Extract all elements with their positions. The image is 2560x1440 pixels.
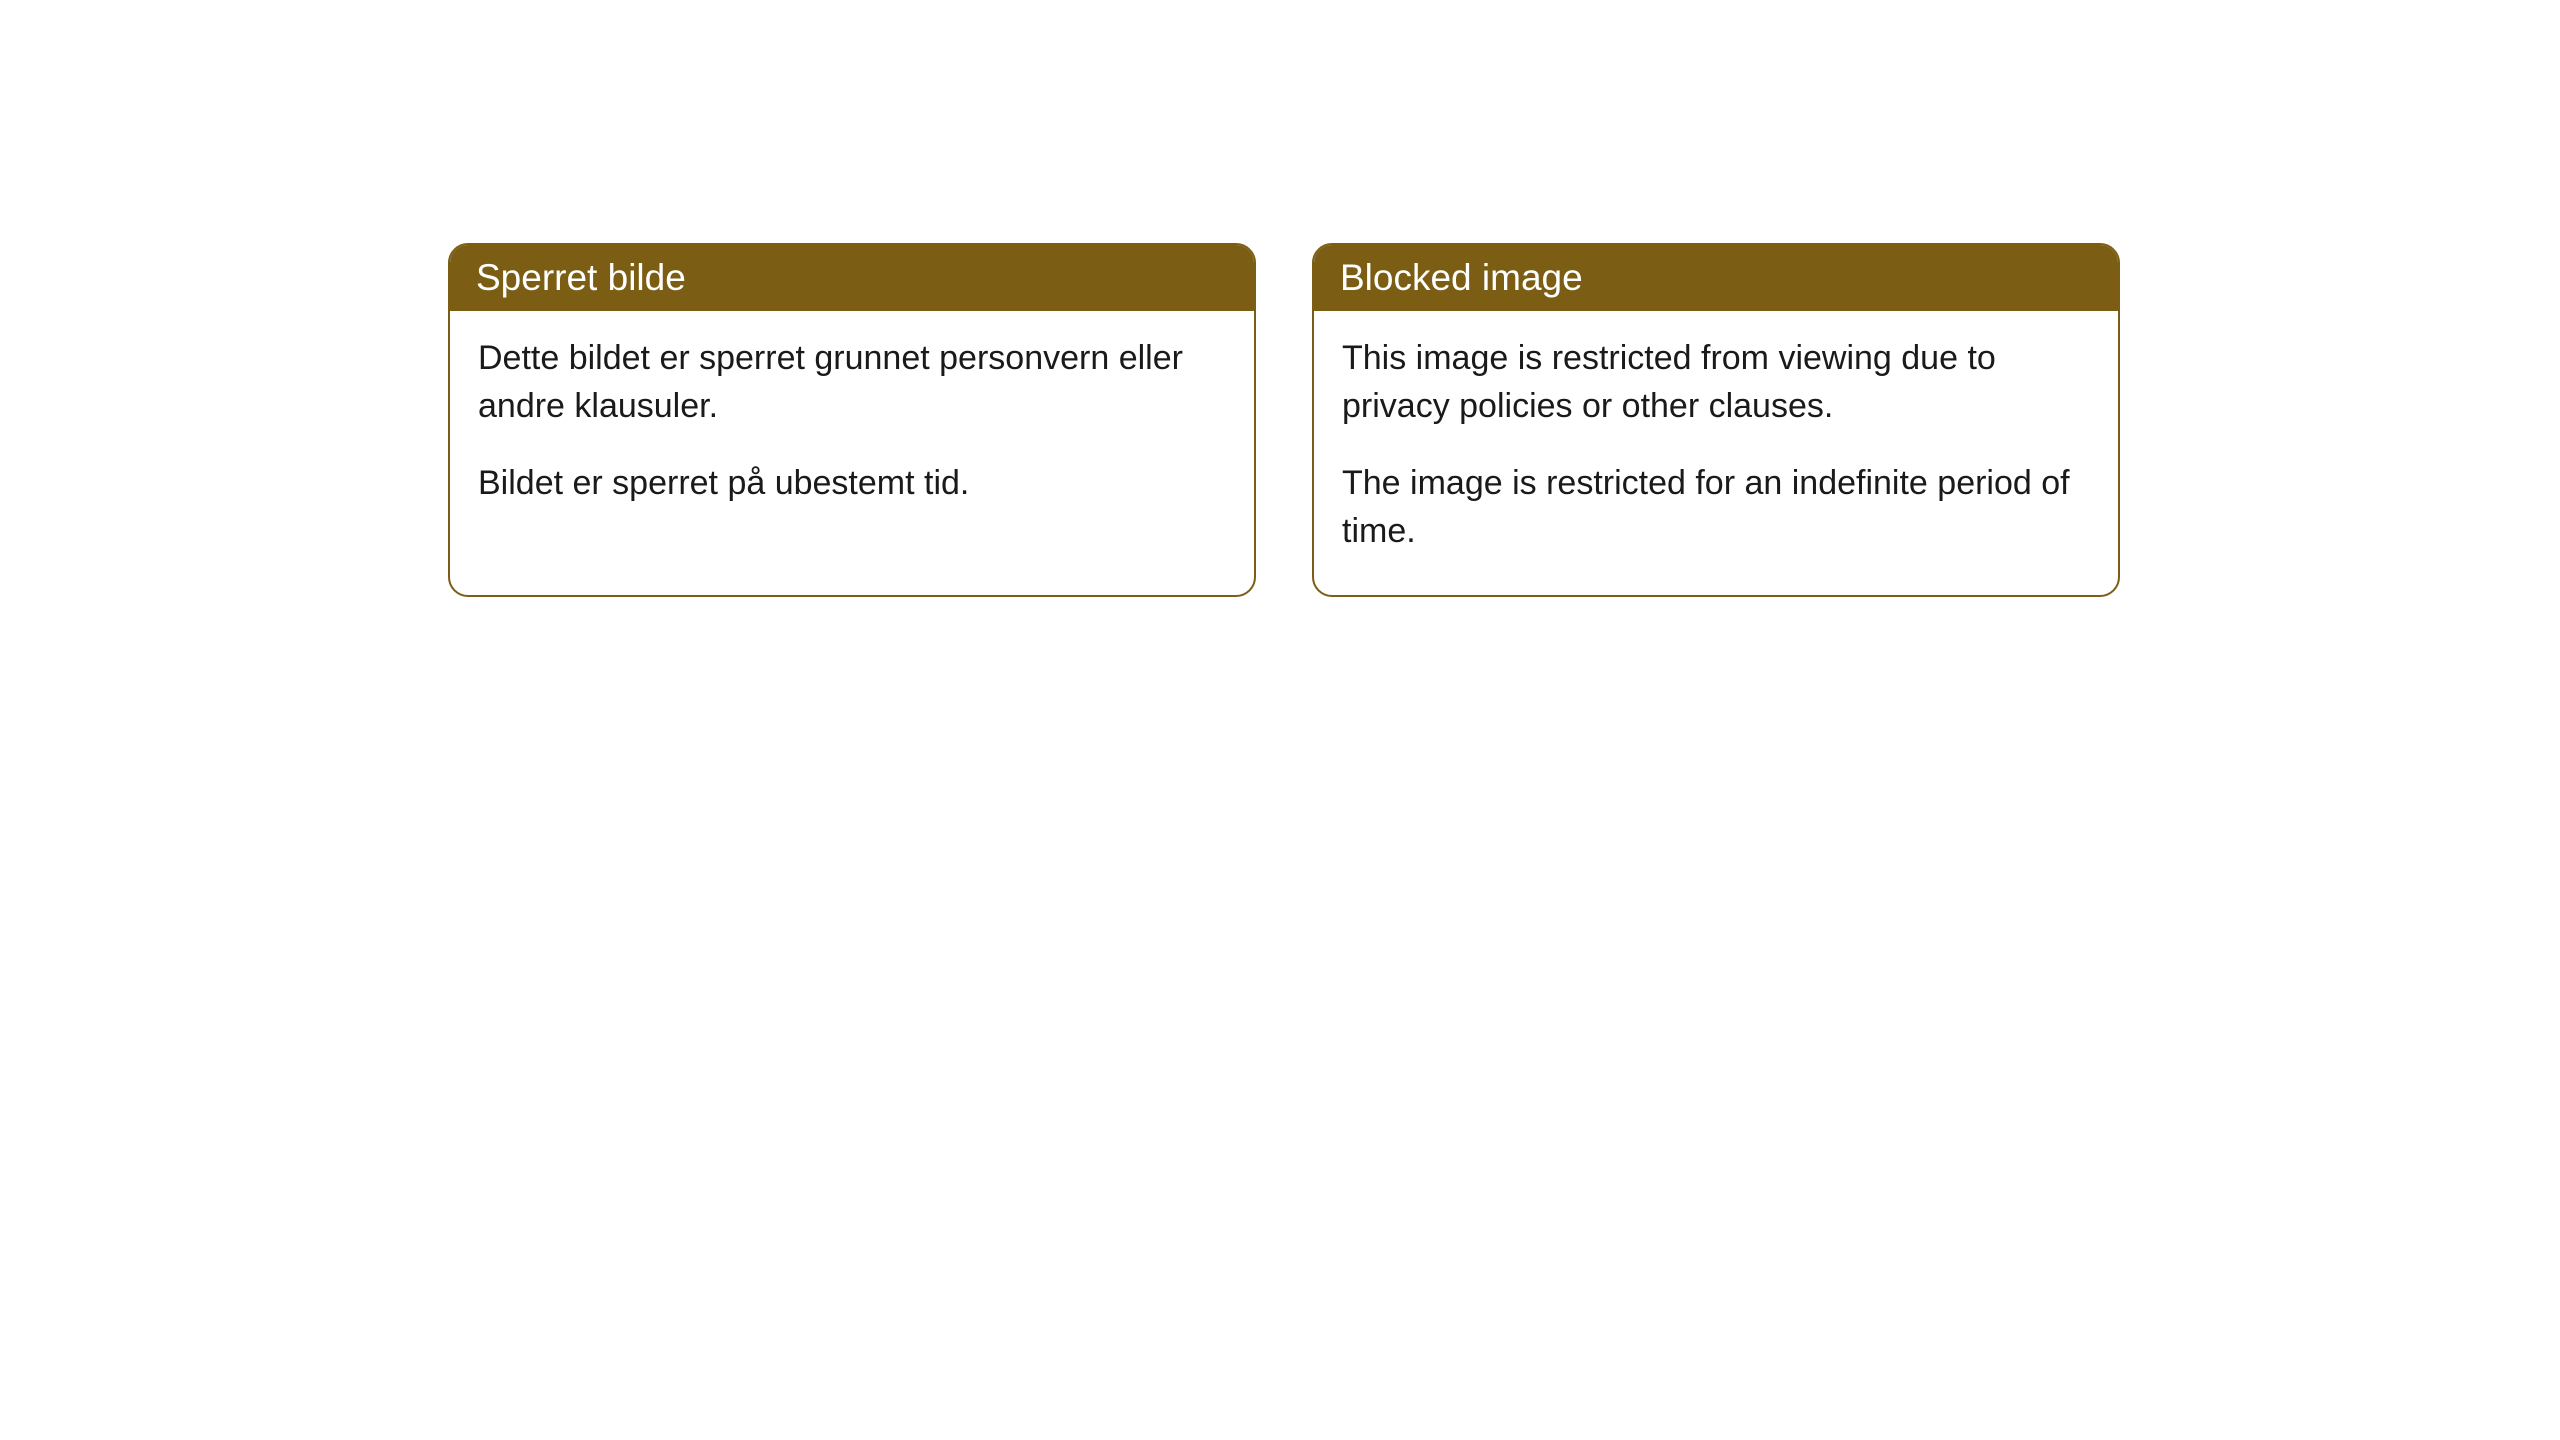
card-text-english-line1: This image is restricted from viewing du… [1342, 335, 2090, 430]
card-header-english: Blocked image [1314, 245, 2118, 311]
card-text-norwegian-line1: Dette bildet er sperret grunnet personve… [478, 335, 1226, 430]
card-header-norwegian: Sperret bilde [450, 245, 1254, 311]
card-text-english-line2: The image is restricted for an indefinit… [1342, 460, 2090, 555]
card-body-norwegian: Dette bildet er sperret grunnet personve… [450, 311, 1254, 548]
card-text-norwegian-line2: Bildet er sperret på ubestemt tid. [478, 460, 1226, 508]
card-body-english: This image is restricted from viewing du… [1314, 311, 2118, 595]
card-title-english: Blocked image [1340, 257, 1583, 298]
card-title-norwegian: Sperret bilde [476, 257, 686, 298]
blocked-image-card-english: Blocked image This image is restricted f… [1312, 243, 2120, 597]
blocked-image-card-norwegian: Sperret bilde Dette bildet er sperret gr… [448, 243, 1256, 597]
notice-cards-container: Sperret bilde Dette bildet er sperret gr… [448, 243, 2120, 597]
